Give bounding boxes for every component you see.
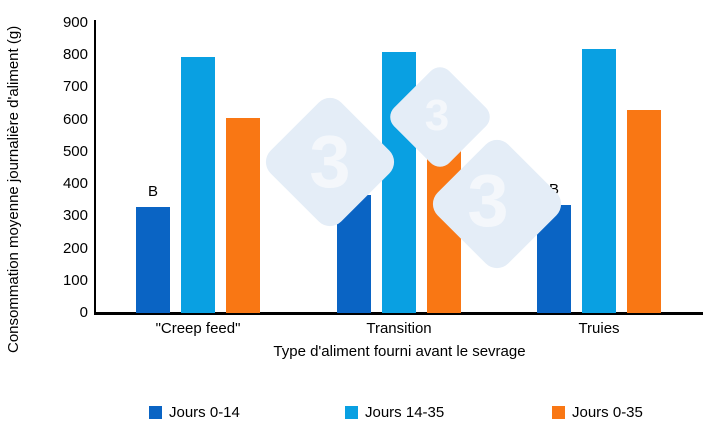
bar-annotation: B <box>548 181 559 199</box>
legend-swatch-icon <box>149 405 162 419</box>
y-tick-label: 100 <box>62 271 88 289</box>
legend-swatch-icon <box>552 405 565 419</box>
y-tick-label: 600 <box>62 110 88 128</box>
bar <box>337 195 371 313</box>
y-axis-line <box>94 20 96 313</box>
x-axis-line <box>94 312 703 315</box>
y-axis-ticks: 900 800 700 600 500 400 300 200 100 0 <box>40 14 88 321</box>
legend-item: Jours 0-35 <box>552 401 643 423</box>
y-tick-label: 500 <box>62 142 88 160</box>
x-category-label: Transition <box>366 320 432 337</box>
bar <box>427 108 461 313</box>
y-tick-label: 800 <box>62 46 88 64</box>
bar <box>136 206 170 313</box>
bar-annotation: A <box>348 171 359 189</box>
y-tick-label: 400 <box>62 175 88 193</box>
bar <box>627 110 661 313</box>
y-tick-label: 300 <box>62 207 88 225</box>
legend-label: Jours 14-35 <box>365 403 445 421</box>
bar <box>226 118 260 313</box>
legend-swatch-icon <box>345 405 358 419</box>
legend-label: Jours 0-35 <box>572 403 643 421</box>
x-category-label: "Creep feed" <box>155 320 241 337</box>
bar <box>537 205 571 313</box>
x-category-label: Truies <box>578 320 620 337</box>
legend-label: Jours 0-14 <box>169 403 240 421</box>
y-tick-label: 200 <box>62 239 88 257</box>
legend-item: Jours 0-14 <box>149 401 240 423</box>
y-tick-label: 900 <box>62 14 88 31</box>
y-tick-label: 700 <box>62 78 88 96</box>
bar <box>181 56 215 313</box>
bar-annotation: B <box>147 182 158 200</box>
legend: Jours 0-14 Jours 14-35 Jours 0-35 <box>0 401 720 423</box>
x-axis-title: Type d'aliment fourni avant le sevrage <box>273 343 526 360</box>
legend-item: Jours 14-35 <box>345 401 444 423</box>
bar <box>382 52 416 313</box>
y-tick-label: 0 <box>79 304 88 321</box>
bar <box>582 48 616 313</box>
x-axis-categories: "Creep feed" Transition Truies <box>0 320 720 338</box>
